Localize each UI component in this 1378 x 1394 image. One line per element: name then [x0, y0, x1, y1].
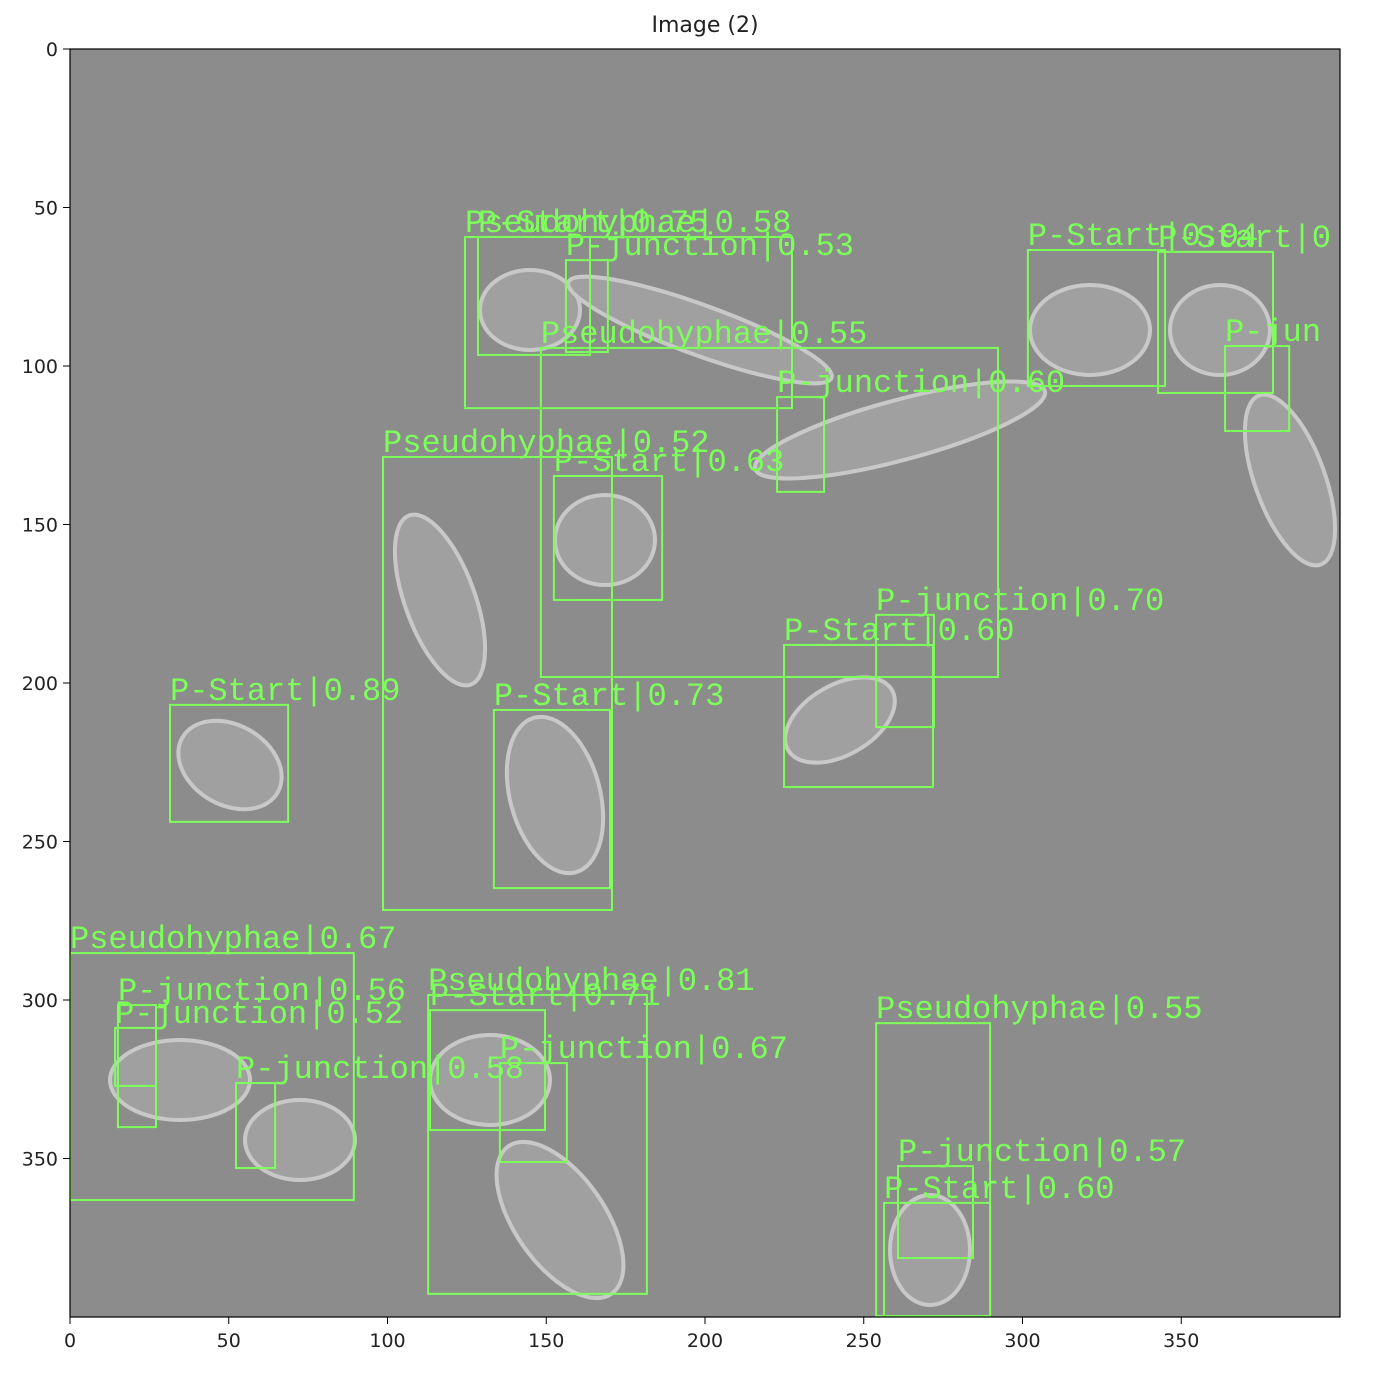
x-tick-label: 50: [217, 1330, 241, 1352]
detection-label: Pseudohyphae|0.52: [383, 425, 709, 462]
x-tick-label: 200: [687, 1330, 723, 1352]
detection-label: P-Start|0.63: [554, 444, 784, 481]
x-tick-label: 100: [369, 1330, 405, 1352]
detection-box: [463, 235, 793, 410]
detection-box: [1026, 248, 1167, 387]
detection-box: [1157, 250, 1275, 394]
detections: Pseudohyphae|0.58P-Start|0.75P-junction|…: [70, 205, 1331, 1317]
detection-box: [783, 643, 934, 788]
detection-box: [235, 1082, 277, 1170]
detection-box: [1224, 345, 1291, 432]
detection-box: [897, 1165, 974, 1260]
detection-box: [539, 346, 1000, 678]
y-tick-label: 250: [22, 832, 58, 854]
x-tick-label: 350: [1163, 1330, 1199, 1352]
detection-label: P-Start|0.75: [478, 205, 708, 242]
detection-label: P-junction|0.70: [876, 583, 1164, 620]
detection-label: P-Start|0.89: [170, 673, 400, 710]
detection-box: [382, 455, 613, 911]
x-tick-label: 0: [64, 1330, 76, 1352]
detection-box: [114, 1026, 158, 1087]
detection-box: [476, 235, 592, 356]
detection-label: Pseudohyphae|0.58: [465, 205, 791, 242]
detection-box: [564, 259, 609, 354]
detection-label: Pseudohyphae|0.55: [876, 991, 1202, 1028]
detection-label: P-junction|0.53: [566, 228, 854, 265]
y-tick-label: 300: [22, 990, 58, 1012]
x-tick-label: 150: [528, 1330, 564, 1352]
detection-box: [883, 1201, 992, 1317]
x-tick-label: 250: [846, 1330, 882, 1352]
detection-box: [776, 396, 826, 493]
detection-label: P-junction|0.52: [115, 996, 403, 1033]
detection-label: P-Start|0.73: [494, 678, 724, 715]
detection-box: [429, 1009, 546, 1131]
detection-label: P-junction|0.56: [118, 973, 406, 1010]
detection-label: P-junction|0.60: [777, 365, 1065, 402]
detection-label: Pseudohyphae|0.67: [70, 921, 396, 958]
detection-box: [169, 703, 290, 823]
chart-title: Image (2): [651, 13, 758, 38]
detection-label: P-Start|0.60: [784, 613, 1014, 650]
y-tick-label: 50: [34, 198, 58, 220]
detection-box: [498, 1062, 568, 1163]
y-tick-label: 350: [22, 1149, 58, 1171]
detection-label: Pseudohyphae|0.81: [428, 963, 754, 1000]
detection-label: P-Start|0.71: [430, 978, 660, 1015]
y-tick-label: 150: [22, 515, 58, 537]
detection-label: P-jun: [1225, 314, 1321, 351]
y-tick-label: 200: [22, 673, 58, 695]
y-tick-label: 0: [46, 39, 58, 61]
detection-label: P-Start|0.94: [1028, 218, 1258, 255]
detection-label: P-junction|0.57: [898, 1134, 1186, 1171]
x-tick-label: 300: [1004, 1330, 1040, 1352]
detection-label: Pseudohyphae|0.55: [541, 316, 867, 353]
microscopy-image: Pseudohyphae|0.58P-Start|0.75P-junction|…: [70, 49, 1340, 1317]
cells: [108, 268, 1338, 1307]
detection-label: P-Start|0: [1158, 220, 1331, 257]
detection-label: P-junction|0.67: [500, 1031, 788, 1068]
detection-box: [492, 708, 612, 890]
y-tick-label: 100: [22, 356, 58, 378]
detection-label: P-Start|0.60: [884, 1171, 1114, 1208]
detection-box: [552, 474, 664, 601]
detection-box: [427, 993, 648, 1295]
detection-box: [70, 952, 355, 1202]
detection-label: P-junction|0.58: [236, 1051, 524, 1088]
